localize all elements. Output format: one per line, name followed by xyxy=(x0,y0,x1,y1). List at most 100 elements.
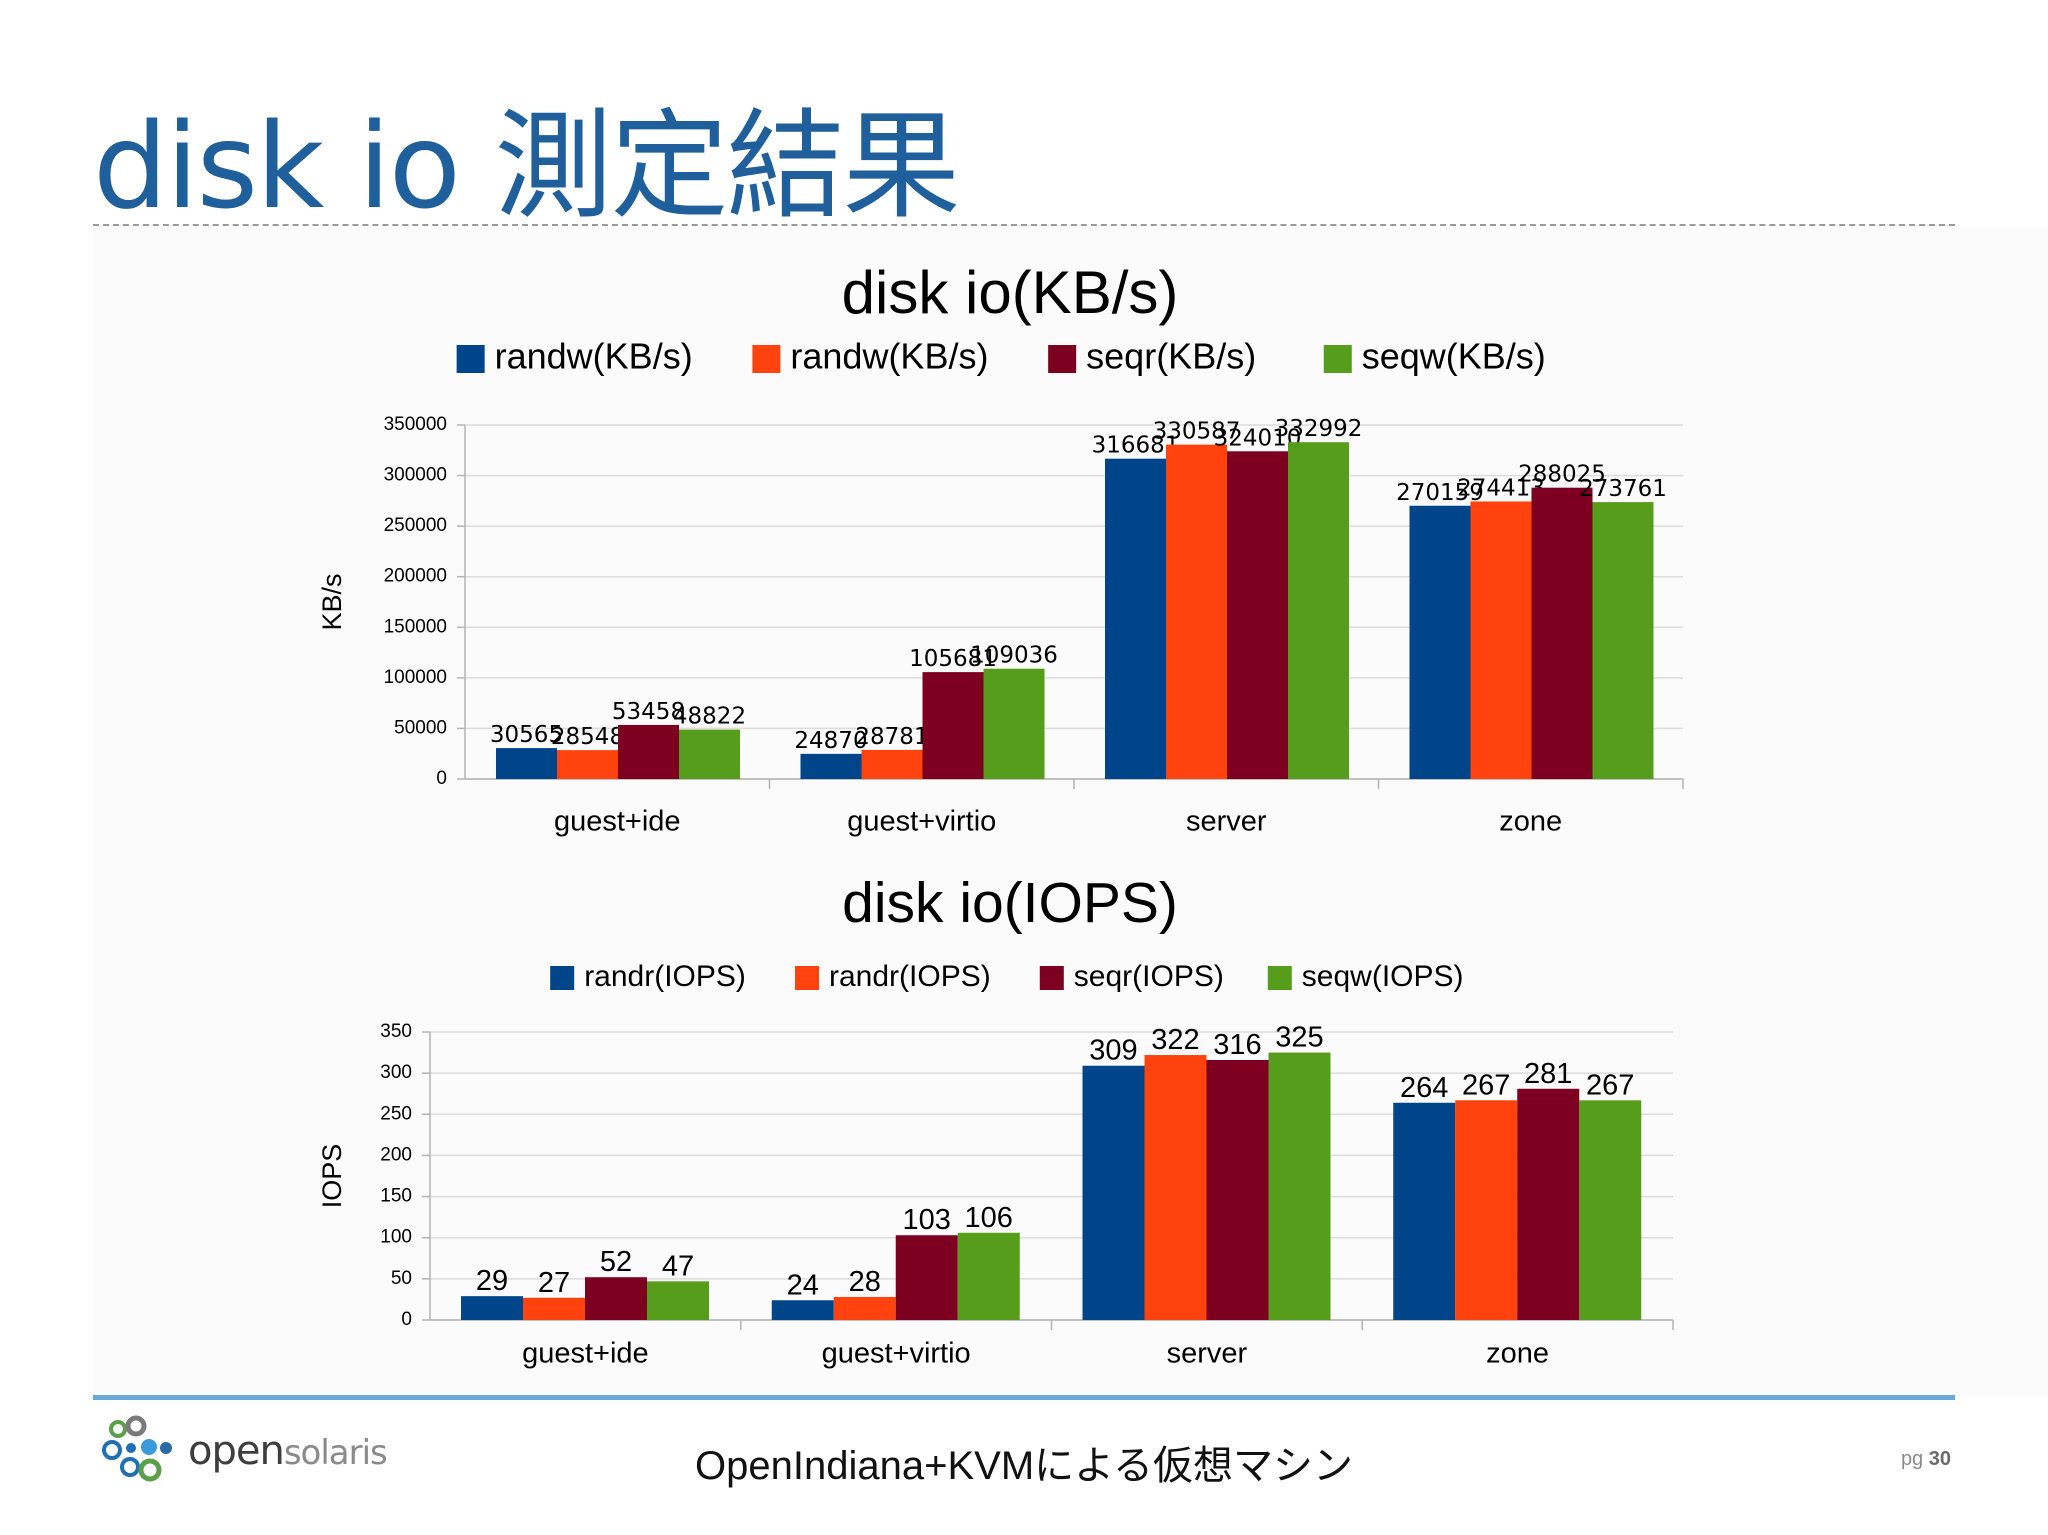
bar-value-label: 30565 xyxy=(490,722,563,748)
y-tick-label: 100000 xyxy=(384,667,447,688)
legend-label: seqw(IOPS) xyxy=(1302,960,1464,993)
page-prefix: pg xyxy=(1900,1448,1924,1470)
legend-label: randw(KB/s) xyxy=(790,336,988,377)
footer-divider xyxy=(93,1395,1955,1400)
bar-value-label: 53458 xyxy=(612,699,685,725)
bar xyxy=(1166,444,1227,779)
bar xyxy=(1144,1055,1207,1320)
bar-value-label: 29 xyxy=(476,1265,508,1297)
bar xyxy=(833,1296,896,1320)
chart-title: disk io(IOPS) xyxy=(842,871,1178,935)
y-axis-label: IOPS xyxy=(317,1144,347,1209)
bar-value-label: 309 xyxy=(1089,1035,1137,1067)
opensolaris-logo-icon xyxy=(102,1415,172,1482)
bar xyxy=(1592,502,1654,779)
bar-value-label: 325 xyxy=(1275,1022,1323,1054)
x-category-label: zone xyxy=(1486,1338,1549,1370)
bar-value-label: 48822 xyxy=(673,704,746,730)
y-tick-label: 250 xyxy=(380,1103,412,1124)
bar xyxy=(1531,487,1593,779)
chart-iops: disk io(IOPS) randr(IOPS) randr(IOPS) seqr(… xyxy=(317,871,1674,1370)
legend-swatch xyxy=(795,966,819,990)
bar xyxy=(1470,501,1532,779)
bar-value-label: 273761 xyxy=(1579,476,1667,502)
bar-value-label: 330587 xyxy=(1153,419,1241,445)
bar xyxy=(679,729,740,779)
bar xyxy=(957,1232,1020,1320)
legend-label: seqr(KB/s) xyxy=(1086,336,1256,377)
bar-value-label: 28781 xyxy=(855,724,928,750)
bar-value-label: 281 xyxy=(1524,1058,1572,1090)
logo-wordmark: opensolaris xyxy=(188,1428,388,1474)
chart-kbs: disk io(KB/s) randw(KB/s) randw(KB/s) seqr(… xyxy=(317,259,1684,838)
bar-value-label: 316 xyxy=(1213,1029,1261,1061)
bar-value-label: 274413 xyxy=(1457,475,1545,501)
bar xyxy=(618,724,679,779)
bar-value-label: 267 xyxy=(1462,1069,1510,1101)
bar-value-label: 28548 xyxy=(551,724,624,750)
bar xyxy=(1579,1100,1642,1320)
legend-label: randr(IOPS) xyxy=(584,960,746,993)
footer-text: OpenIndiana+KVMによる仮想マシン xyxy=(695,1444,1353,1488)
legend-swatch xyxy=(1323,345,1352,373)
y-tick-label: 200000 xyxy=(384,566,447,587)
x-category-label: guest+ide xyxy=(554,806,681,838)
bar-value-label: 264 xyxy=(1400,1072,1448,1104)
legend-swatch xyxy=(1267,966,1292,990)
bar xyxy=(895,1235,958,1320)
bar-value-label: 270159 xyxy=(1396,480,1484,506)
bar-value-label: 332992 xyxy=(1275,416,1363,442)
bar-value-label: 52 xyxy=(600,1246,632,1278)
bar-value-label: 106 xyxy=(965,1202,1013,1234)
legend-swatch xyxy=(1048,345,1077,373)
x-category-label: server xyxy=(1167,1338,1248,1370)
y-tick-label: 350 xyxy=(380,1021,412,1042)
bar-value-label: 24870 xyxy=(794,728,867,754)
title-divider xyxy=(93,224,1955,226)
bar xyxy=(461,1296,523,1320)
bar-value-label: 47 xyxy=(662,1250,694,1282)
bar-value-label: 267 xyxy=(1586,1069,1634,1101)
bar xyxy=(1105,458,1166,779)
bar xyxy=(771,1300,834,1320)
bar-value-label: 288025 xyxy=(1518,462,1606,488)
legend-swatch xyxy=(550,966,575,990)
y-tick-label: 150 xyxy=(380,1186,412,1207)
bar xyxy=(557,750,618,779)
y-tick-label: 50000 xyxy=(394,717,447,738)
y-tick-label: 150000 xyxy=(384,616,447,637)
logo-text-main: open xyxy=(188,1428,285,1474)
bar xyxy=(1455,1100,1518,1320)
bar xyxy=(647,1281,709,1320)
slide-title: disk io 測定結果 xyxy=(93,97,960,235)
legend-label: seqr(IOPS) xyxy=(1074,960,1224,993)
legend-label: seqw(KB/s) xyxy=(1362,336,1546,377)
bar xyxy=(1288,442,1349,779)
bar xyxy=(1268,1052,1331,1320)
content-area xyxy=(93,228,2048,1396)
logo-text-light: solaris xyxy=(283,1433,388,1473)
x-category-label: guest+virtio xyxy=(822,1338,971,1370)
legend-swatch xyxy=(1039,966,1064,990)
bar xyxy=(1409,505,1471,779)
bar xyxy=(1227,451,1288,779)
y-tick-label: 0 xyxy=(401,1309,412,1330)
y-tick-label: 0 xyxy=(436,768,447,789)
y-axis-label: KB/s xyxy=(317,573,347,630)
x-category-label: zone xyxy=(1499,806,1562,838)
bar-value-label: 324010 xyxy=(1214,425,1302,451)
legend-swatch xyxy=(752,345,781,373)
y-tick-label: 50 xyxy=(391,1268,412,1289)
bar xyxy=(1393,1102,1456,1320)
bar xyxy=(983,668,1045,779)
legend-label: randw(KB/s) xyxy=(495,336,693,377)
bar xyxy=(523,1297,585,1320)
bar xyxy=(1206,1059,1269,1320)
page-number: pg 30 xyxy=(1901,1448,1951,1471)
bar-value-label: 103 xyxy=(903,1204,951,1236)
bar-value-label: 28 xyxy=(849,1266,881,1298)
bar xyxy=(496,748,557,779)
x-category-label: server xyxy=(1186,806,1267,838)
bar-value-label: 316681 xyxy=(1092,433,1180,459)
x-category-label: guest+ide xyxy=(522,1338,649,1370)
